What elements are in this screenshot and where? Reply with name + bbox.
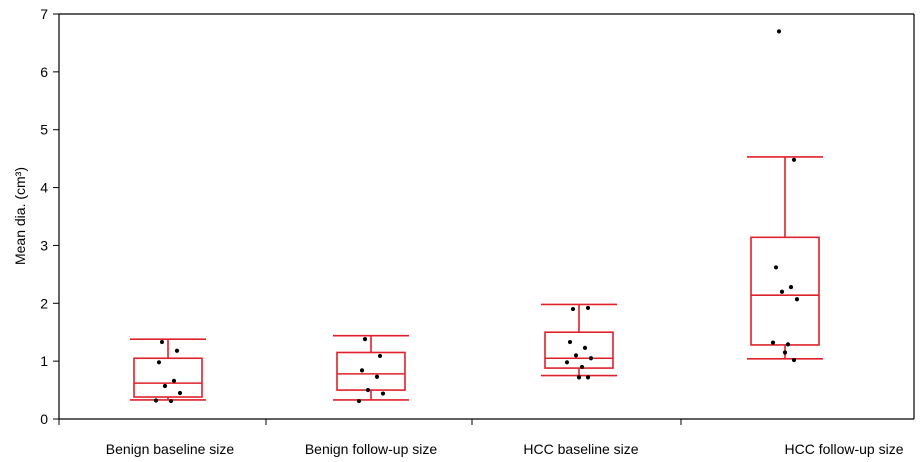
box-body <box>750 236 820 346</box>
data-point <box>570 306 576 312</box>
data-point <box>380 391 386 396</box>
data-point <box>582 345 588 350</box>
data-point <box>779 289 785 294</box>
y-axis-label: Mean dia. (cm³) <box>12 167 28 265</box>
axes: 0 1 2 3 4 5 6 7 Benign baseline size Benign follo… <box>40 6 915 457</box>
data-point <box>773 265 779 270</box>
data-point <box>362 337 368 342</box>
y-tick-label: 3 <box>40 237 48 253</box>
data-point <box>356 398 362 404</box>
data-point <box>770 340 776 345</box>
data-point <box>156 360 162 365</box>
y-tick-label: 6 <box>40 64 48 80</box>
data-point <box>573 353 579 358</box>
y-tick-label: 1 <box>40 353 48 369</box>
data-point <box>776 29 782 34</box>
y-tick-label: 0 <box>40 411 48 427</box>
data-point <box>564 360 570 365</box>
data-point <box>567 339 573 345</box>
data-point <box>359 368 365 373</box>
box-body <box>133 357 203 398</box>
data-point <box>579 364 585 370</box>
data-point <box>585 305 591 311</box>
y-tick-label: 2 <box>40 295 48 311</box>
data-point <box>162 383 168 389</box>
data-point <box>174 348 180 353</box>
data-point <box>171 378 177 383</box>
data-point <box>153 398 159 403</box>
data-point <box>791 157 797 162</box>
box-group <box>130 156 823 401</box>
data-point <box>576 375 582 380</box>
data-point <box>177 390 183 396</box>
box-body <box>544 331 614 369</box>
data-point <box>365 387 371 393</box>
data-point <box>794 297 800 302</box>
x-tick-label: Benign baseline size <box>106 441 235 457</box>
point-group <box>153 29 800 404</box>
x-tick-label: HCC baseline size <box>523 441 638 457</box>
data-point <box>788 284 794 290</box>
data-point <box>588 356 594 361</box>
x-tick-label: HCC follow-up size <box>784 441 903 457</box>
data-point <box>585 375 591 380</box>
y-tick-label: 5 <box>40 122 48 138</box>
box-body <box>336 351 406 391</box>
data-point <box>377 353 383 359</box>
data-point <box>785 342 791 347</box>
x-tick-label: Benign follow-up size <box>305 441 438 457</box>
y-tick-label: 7 <box>40 6 48 22</box>
data-point <box>782 350 788 355</box>
data-point <box>791 357 797 363</box>
data-point <box>159 339 165 345</box>
y-tick-label: 4 <box>40 180 48 196</box>
data-point <box>168 398 174 404</box>
data-point <box>374 374 380 379</box>
